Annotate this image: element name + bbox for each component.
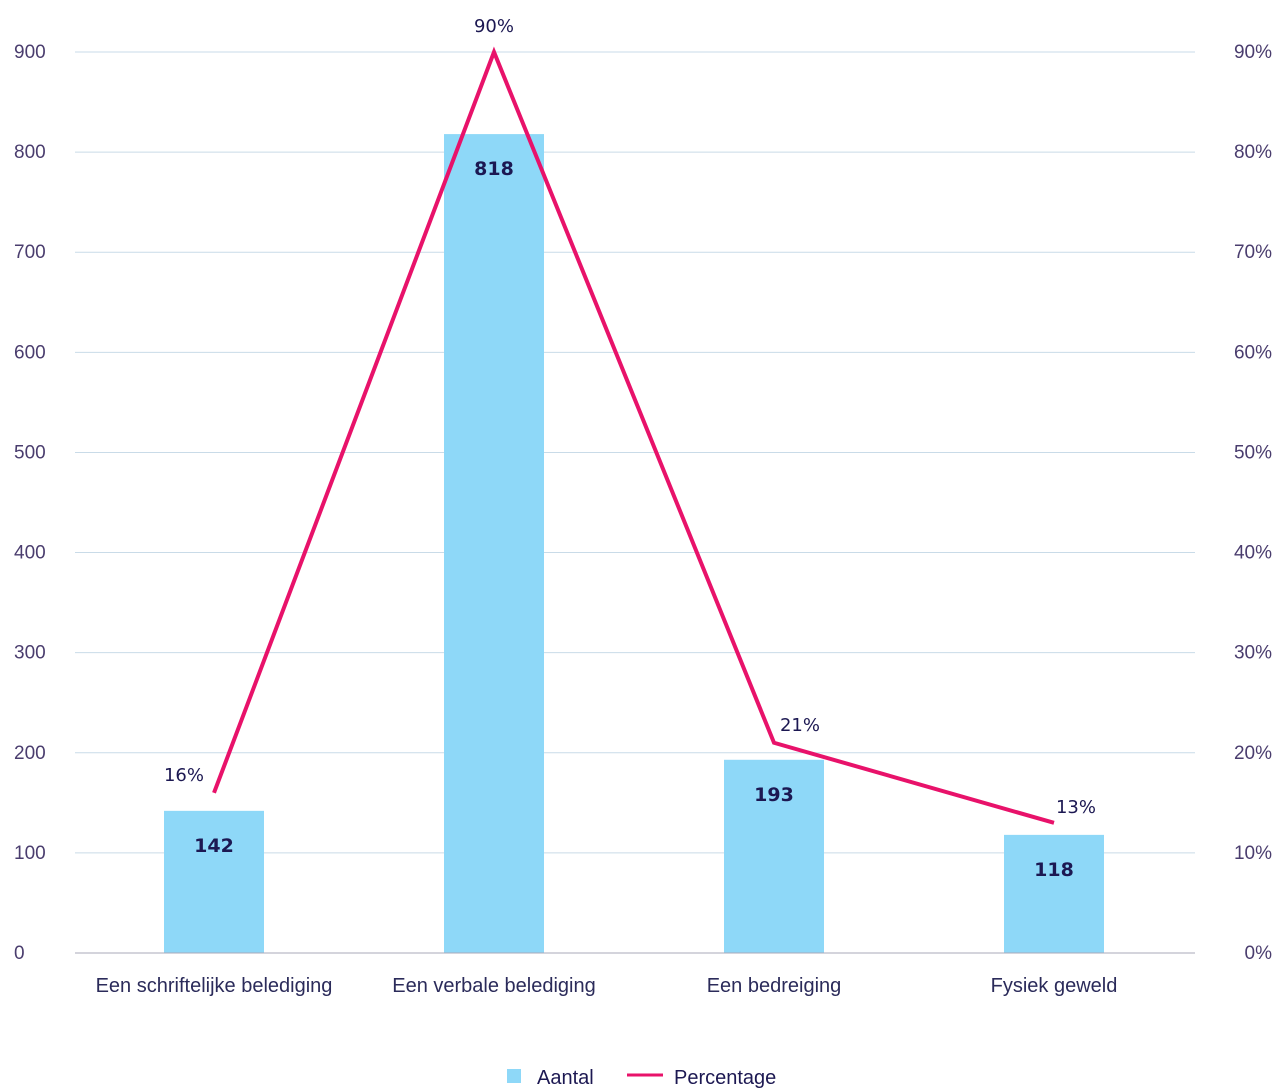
- y-right-tick-label: 10%: [1234, 843, 1272, 864]
- y-left-tick-label: 100: [14, 843, 46, 864]
- y-axis-left: 0 100 200 300 400 500 600 700 800 900: [14, 42, 46, 964]
- bar: [164, 810, 264, 953]
- y-left-tick-label: 500: [14, 442, 46, 463]
- bar-value-labels: 142 818 193 118: [194, 158, 1074, 881]
- legend: Aantal Percentage: [507, 1067, 776, 1089]
- y-left-tick-label: 200: [14, 743, 46, 764]
- percentage-line: [212, 46, 1055, 825]
- y-left-tick-label: 900: [14, 42, 46, 63]
- percentage-value-label: 16%: [164, 765, 204, 786]
- y-left-tick-label: 300: [14, 643, 46, 664]
- legend-label-aantal: Aantal: [537, 1067, 594, 1089]
- y-right-tick-label: 70%: [1234, 242, 1272, 263]
- y-right-tick-label: 30%: [1234, 643, 1272, 664]
- category-label: Een schriftelijke belediging: [96, 975, 333, 997]
- percentage-value-label: 21%: [780, 715, 820, 736]
- x-axis: Een schriftelijke belediging Een verbale …: [75, 952, 1195, 997]
- y-left-tick-label: 700: [14, 242, 46, 263]
- y-left-tick-label: 800: [14, 142, 46, 163]
- y-right-tick-label: 60%: [1234, 342, 1272, 363]
- y-left-tick-label: 400: [14, 543, 46, 564]
- legend-label-percentage: Percentage: [674, 1067, 776, 1089]
- line-value-labels: 16% 90% 21% 13%: [164, 16, 1096, 818]
- bar: [1004, 834, 1104, 953]
- y-axis-right: 0% 10% 20% 30% 40% 50% 60% 70% 80% 90%: [1234, 42, 1272, 964]
- y-right-tick-label: 50%: [1234, 442, 1272, 463]
- y-right-tick-label: 90%: [1234, 42, 1272, 63]
- bar: [444, 134, 544, 953]
- y-right-tick-label: 80%: [1234, 142, 1272, 163]
- bar-value-label: 193: [754, 784, 794, 806]
- bar-value-label: 142: [194, 835, 234, 857]
- percentage-value-label: 90%: [474, 16, 514, 37]
- bar: [724, 759, 824, 953]
- category-label: Fysiek geweld: [991, 975, 1118, 997]
- y-left-tick-label: 600: [14, 342, 46, 363]
- y-right-tick-label: 20%: [1234, 743, 1272, 764]
- bar-value-label: 818: [474, 158, 514, 180]
- legend-swatch-aantal: [507, 1069, 521, 1083]
- category-label: Een bedreiging: [707, 975, 842, 997]
- y-left-tick-label: 0: [14, 943, 25, 964]
- y-right-tick-label: 0%: [1245, 943, 1273, 964]
- bar-series: [164, 134, 1104, 953]
- bar-value-label: 118: [1034, 859, 1074, 881]
- y-right-tick-label: 40%: [1234, 543, 1272, 564]
- line-series: [212, 46, 1055, 825]
- category-label: Een verbale belediging: [392, 975, 596, 997]
- percentage-value-label: 13%: [1056, 797, 1096, 818]
